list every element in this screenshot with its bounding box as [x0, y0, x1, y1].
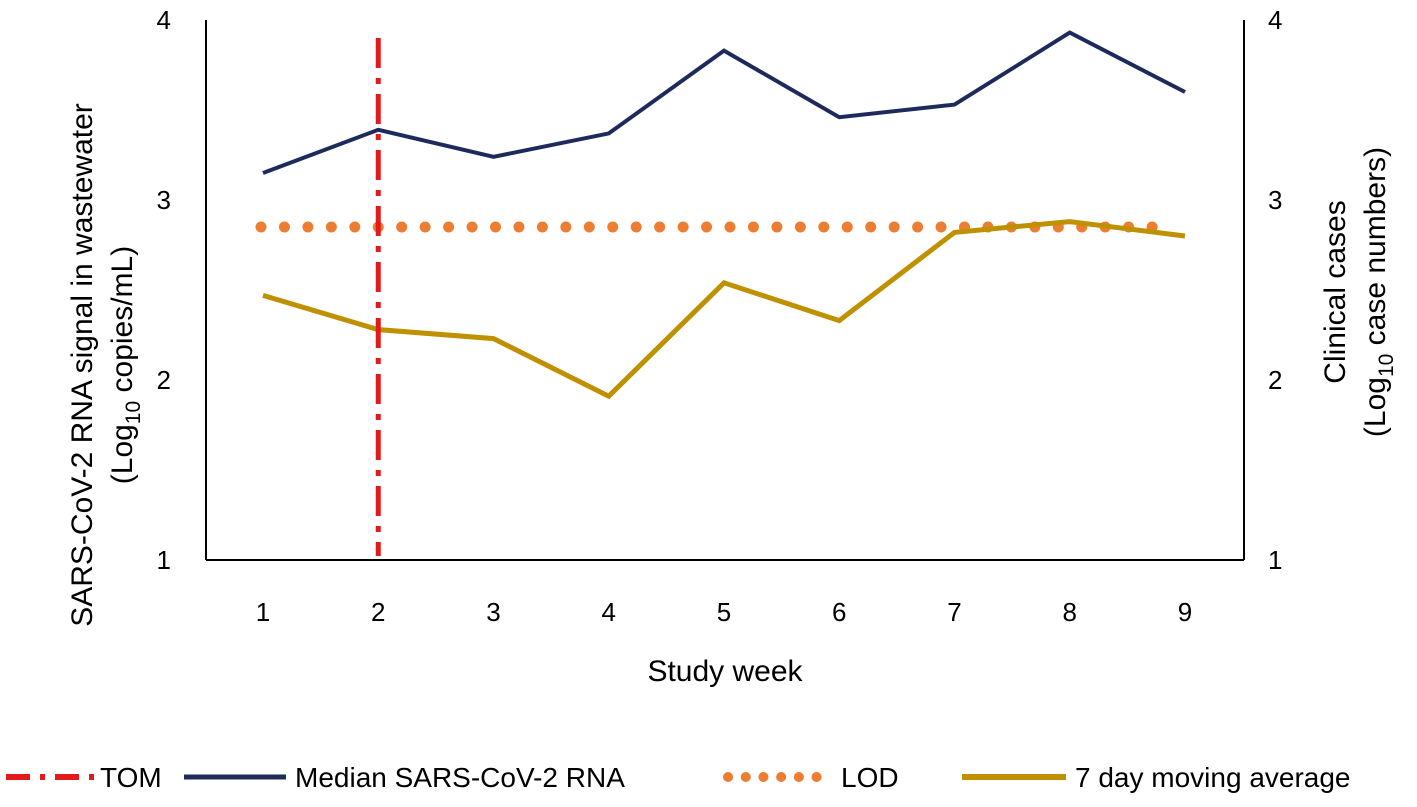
x-tick-label: 2	[371, 597, 385, 627]
series-7-day-moving-average	[262, 219, 1186, 400]
right-y-tick-label: 3	[1268, 185, 1282, 215]
legend-label-lod: LOD	[841, 762, 899, 793]
legend: TOM Median SARS-CoV-2 RNA LOD 7 day movi…	[6, 762, 1351, 793]
lod-dot	[302, 221, 314, 233]
lod-dot	[349, 221, 361, 233]
lod-dot	[841, 221, 853, 233]
left-y-tick-label: 3	[157, 185, 171, 215]
lod-dot	[865, 221, 877, 233]
lod-dot	[396, 221, 408, 233]
lod-dot	[278, 221, 290, 233]
lod-dot	[560, 221, 572, 233]
right-y-axis-title: Clinical cases (Log10 case numbers)	[1319, 147, 1398, 437]
x-tick-label: 6	[832, 597, 846, 627]
x-tick-label: 9	[1178, 597, 1192, 627]
right-y-tick-labels: 1 2 3 4	[1268, 5, 1282, 575]
right-y-axis-title-line1: Clinical cases	[1319, 200, 1352, 383]
lod-dot	[771, 221, 783, 233]
series-median-sars-cov-2-rna	[262, 30, 1186, 175]
lod-dot	[607, 221, 619, 233]
lod-dot	[912, 221, 924, 233]
left-y-axis-title-line1: SARS-CoV-2 RNA signal in wastewater	[66, 103, 99, 627]
x-tick-labels: 1 2 3 4 5 6 7 8 9	[256, 597, 1192, 627]
lod-dot	[325, 221, 337, 233]
lod-dot	[888, 221, 900, 233]
lod-dot	[654, 221, 666, 233]
lod-dot	[747, 221, 759, 233]
lod-dot	[818, 221, 830, 233]
left-y-tick-labels: 1 2 3 4	[157, 5, 171, 575]
lod-dot	[490, 221, 501, 233]
right-y-tick-label: 4	[1268, 5, 1282, 35]
legend-label-moving-average: 7 day moving average	[1075, 762, 1351, 793]
lod-dot	[583, 221, 595, 233]
lod-dot	[255, 221, 267, 233]
lod-dot	[724, 221, 736, 233]
legend-label-tom: TOM	[100, 762, 162, 793]
lod-dot	[630, 221, 642, 233]
left-y-tick-label: 1	[157, 545, 171, 575]
lod-dot	[443, 221, 455, 233]
lod-dot	[419, 221, 431, 233]
x-tick-label: 4	[602, 597, 616, 627]
lod-dot	[935, 221, 947, 233]
right-y-tick-label: 1	[1268, 545, 1282, 575]
x-tick-label: 1	[256, 597, 270, 627]
left-y-tick-label: 4	[157, 5, 171, 35]
x-tick-label: 5	[717, 597, 731, 627]
lod-dot	[536, 221, 548, 233]
left-y-tick-label: 2	[157, 365, 171, 395]
right-y-tick-label: 2	[1268, 365, 1282, 395]
plot-area	[255, 30, 1186, 556]
legend-label-median: Median SARS-CoV-2 RNA	[295, 762, 625, 793]
lod-dot	[513, 221, 525, 233]
x-tick-label: 3	[486, 597, 500, 627]
lod-dot	[677, 221, 689, 233]
x-tick-label: 8	[1063, 597, 1077, 627]
x-tick-label: 7	[947, 597, 961, 627]
left-y-axis-title-line2: (Log10 copies/mL)	[106, 246, 145, 484]
x-axis-title: Study week	[647, 655, 803, 688]
lod-dot	[701, 221, 713, 233]
left-y-axis-title: SARS-CoV-2 RNA signal in wastewater (Log…	[66, 103, 145, 627]
lod-dot	[466, 221, 478, 233]
right-y-axis-title-line2: (Log10 case numbers)	[1359, 147, 1398, 437]
lod-dot	[794, 221, 806, 233]
